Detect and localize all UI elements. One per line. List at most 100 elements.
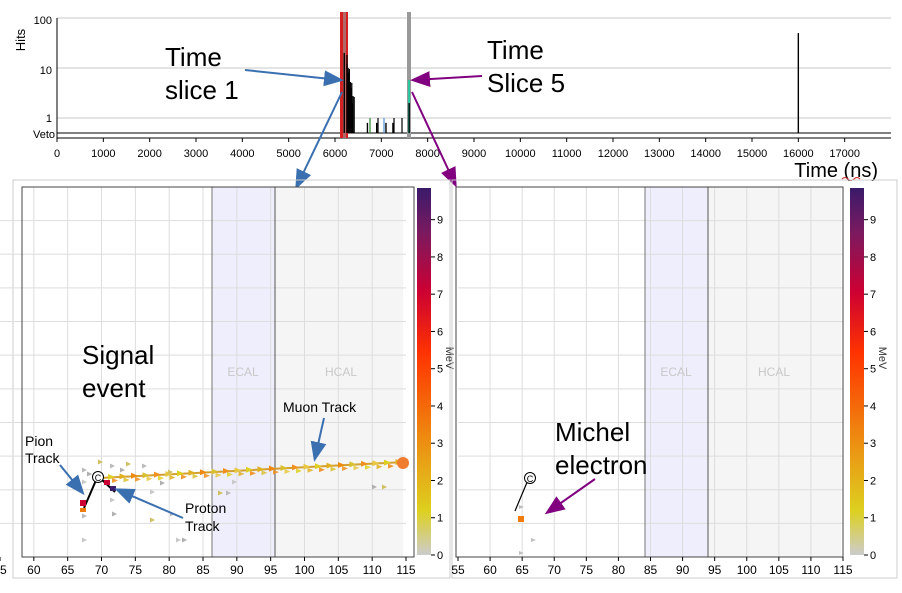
time-x-tick-label: 0	[54, 148, 60, 160]
left-colorbar-tick-label: 1	[437, 513, 443, 525]
left-x-tick-label: 65	[61, 563, 75, 577]
right-colorbar-tick-label: 8	[870, 252, 876, 264]
time-x-tick-label: 15000	[737, 148, 768, 160]
muon-hit	[211, 468, 219, 475]
signal-event-line1: Signal	[82, 340, 154, 370]
y-axis-label: Hits	[13, 28, 28, 51]
time-x-tick-label: 16000	[783, 148, 814, 160]
right-x-tick-label: 80	[612, 563, 626, 577]
left-x-tick-label: 90	[230, 563, 244, 577]
michel-electron-line2: electron	[555, 450, 648, 480]
muon-hit	[261, 470, 268, 476]
michel-electron-panel: ECAL HCAL 55 60 65 70 75 80 85 90 95 100 105 110 115…	[451, 179, 898, 579]
pion-track-line	[83, 477, 98, 509]
time-slice-5-band	[407, 12, 411, 138]
stray-hit	[112, 511, 117, 517]
left-colorbar-tick-label: 8	[437, 252, 443, 264]
stray-hit	[382, 484, 387, 490]
time-x-tick-label: 7000	[369, 148, 393, 160]
michel-hits	[514, 479, 536, 555]
stray-hit	[87, 471, 92, 477]
left-colorbar-tick-label: 2	[437, 475, 443, 487]
time-slice-1-line1: Time	[165, 42, 222, 72]
proton-track-label-line1: Proton	[185, 500, 226, 516]
left-x-tick-label: 55	[0, 563, 7, 577]
time-slice-1-arrow	[244, 69, 344, 87]
muon-hit	[269, 465, 276, 472]
right-colorbar-tick-label: 3	[870, 438, 876, 450]
stray-hit	[82, 513, 87, 519]
michel-hit	[531, 538, 536, 542]
michel-arrow	[544, 478, 596, 515]
left-x-tick-label: 110	[363, 563, 382, 577]
muon-hit	[119, 473, 127, 480]
left-colorbar-tick-label: 4	[437, 401, 443, 413]
left-colorbar-tick-label: 6	[437, 326, 443, 338]
muon-hit	[154, 471, 161, 478]
right-colorbar-tick-label: 5	[870, 364, 876, 376]
right-vertex-marker	[524, 472, 536, 484]
muon-hit	[112, 478, 118, 483]
michel-hit	[518, 516, 524, 522]
right-x-tick-label: 65	[515, 563, 529, 577]
left-x-tick-label: 80	[162, 563, 176, 577]
muon-hit	[361, 460, 368, 467]
stray-hit	[372, 484, 377, 490]
time-plot: Hits 100 10 1 Veto 0 1000 2000 3000 4000 5000…	[13, 12, 891, 182]
left-stray-hits	[82, 459, 387, 543]
left-ecal-label: ECAL	[227, 365, 259, 379]
muon-hit	[257, 466, 265, 473]
muon-hit	[238, 471, 245, 477]
left-colorbar-tick-label: 7	[437, 289, 443, 301]
muon-hit	[200, 469, 207, 476]
pion-track-arrow	[59, 464, 85, 496]
right-vertex-marker-label: C	[527, 474, 534, 484]
right-plot-border	[455, 186, 844, 558]
right-x-tick-label: 85	[644, 563, 658, 577]
stray-hit	[126, 461, 131, 467]
left-panel-frame	[12, 179, 451, 579]
muon-hit	[146, 476, 153, 482]
muon-hit	[108, 474, 115, 480]
pion-hit	[80, 500, 86, 506]
time-x-tick-label: 12000	[598, 148, 629, 160]
left-hcal-label: HCAL	[325, 365, 357, 379]
right-x-tick-label: 105	[769, 563, 789, 577]
right-panel-frame	[451, 179, 898, 579]
stray-hit	[176, 537, 181, 543]
y-tick-100: 100	[34, 15, 52, 27]
right-colorbar-tick-label: 6	[870, 326, 876, 338]
muon-hit	[376, 464, 383, 470]
x-axis-label: Time (ns)	[794, 160, 878, 182]
muon-hit	[246, 466, 253, 473]
muon-hit	[181, 474, 187, 480]
left-x-tick-label: 100	[294, 563, 314, 577]
signal-event-line2: event	[82, 373, 146, 403]
time-slice-1-line2: slice 1	[165, 75, 239, 105]
left-colorbar	[417, 188, 431, 555]
y-tick-10: 10	[40, 65, 52, 77]
muon-hit	[330, 466, 337, 472]
muon-exit-hit	[397, 457, 409, 469]
muon-hit	[188, 469, 196, 476]
right-colorbar-tick-label: 9	[870, 215, 876, 227]
time-x-tick-label: 6000	[323, 148, 347, 160]
muon-hit	[223, 468, 230, 474]
muon-hit	[131, 472, 138, 479]
muon-hit	[142, 472, 150, 479]
muon-hit	[365, 464, 371, 470]
muon-hit	[338, 462, 345, 468]
proton-hit	[104, 480, 110, 485]
stray-hit	[82, 467, 87, 473]
stray-hit	[82, 537, 87, 543]
right-x-tick-label: 75	[580, 563, 594, 577]
stray-hit	[168, 469, 173, 475]
muon-hit	[177, 470, 184, 477]
left-x-ticks: 55 60 65 70 75 80 85 90 95 100 105 110 115	[0, 557, 416, 577]
muon-hit	[204, 473, 210, 479]
muon-hit	[169, 475, 176, 480]
muon-hit	[192, 473, 199, 479]
stray-hit	[150, 489, 155, 495]
slice-1-to-panel-arrow	[295, 91, 343, 190]
pion-track	[80, 477, 98, 512]
